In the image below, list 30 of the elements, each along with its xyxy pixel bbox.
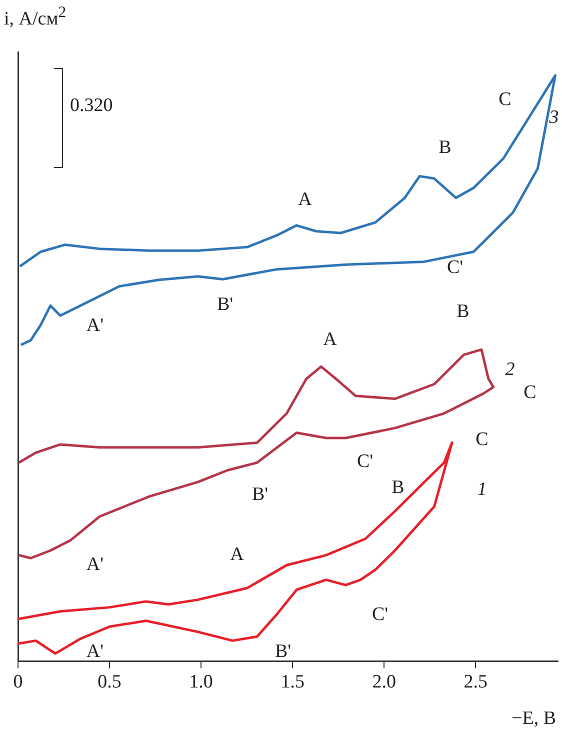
x-tick-label: 1.5: [280, 672, 304, 693]
annotation: B': [252, 484, 268, 505]
annotation: C: [524, 382, 536, 403]
annotation: C': [372, 604, 388, 625]
x-tick-label: 1.0: [189, 672, 213, 693]
annotation: B': [274, 640, 292, 662]
annotation: A': [86, 554, 104, 575]
x-tick-label: 2.5: [464, 672, 488, 693]
annotation: B': [216, 294, 234, 315]
annotation: C: [476, 428, 488, 450]
annotation: 3: [548, 107, 559, 128]
annotation: C': [446, 256, 464, 278]
x-tick-label: 0.5: [98, 672, 122, 693]
annotation: B: [438, 136, 452, 158]
annotation: B: [456, 300, 470, 322]
annotation: 1: [477, 479, 487, 500]
x-tick-label: 0: [13, 672, 23, 693]
y-axis-title: i, А/см$^{2}$: [4, 4, 66, 30]
annotation: A: [230, 544, 244, 565]
annotation: A': [86, 640, 104, 662]
annotation: A: [323, 328, 338, 350]
annotation: A: [298, 188, 312, 210]
annotation: C: [498, 88, 512, 110]
x-axis-title: −E, В: [512, 708, 556, 730]
annotation: A': [86, 314, 104, 336]
annotation: B: [392, 476, 404, 498]
x-tick-label: 2.0: [372, 672, 396, 693]
annotation: 2: [505, 359, 516, 380]
annotation: C': [356, 450, 374, 472]
annotation: 0.320: [70, 95, 113, 117]
